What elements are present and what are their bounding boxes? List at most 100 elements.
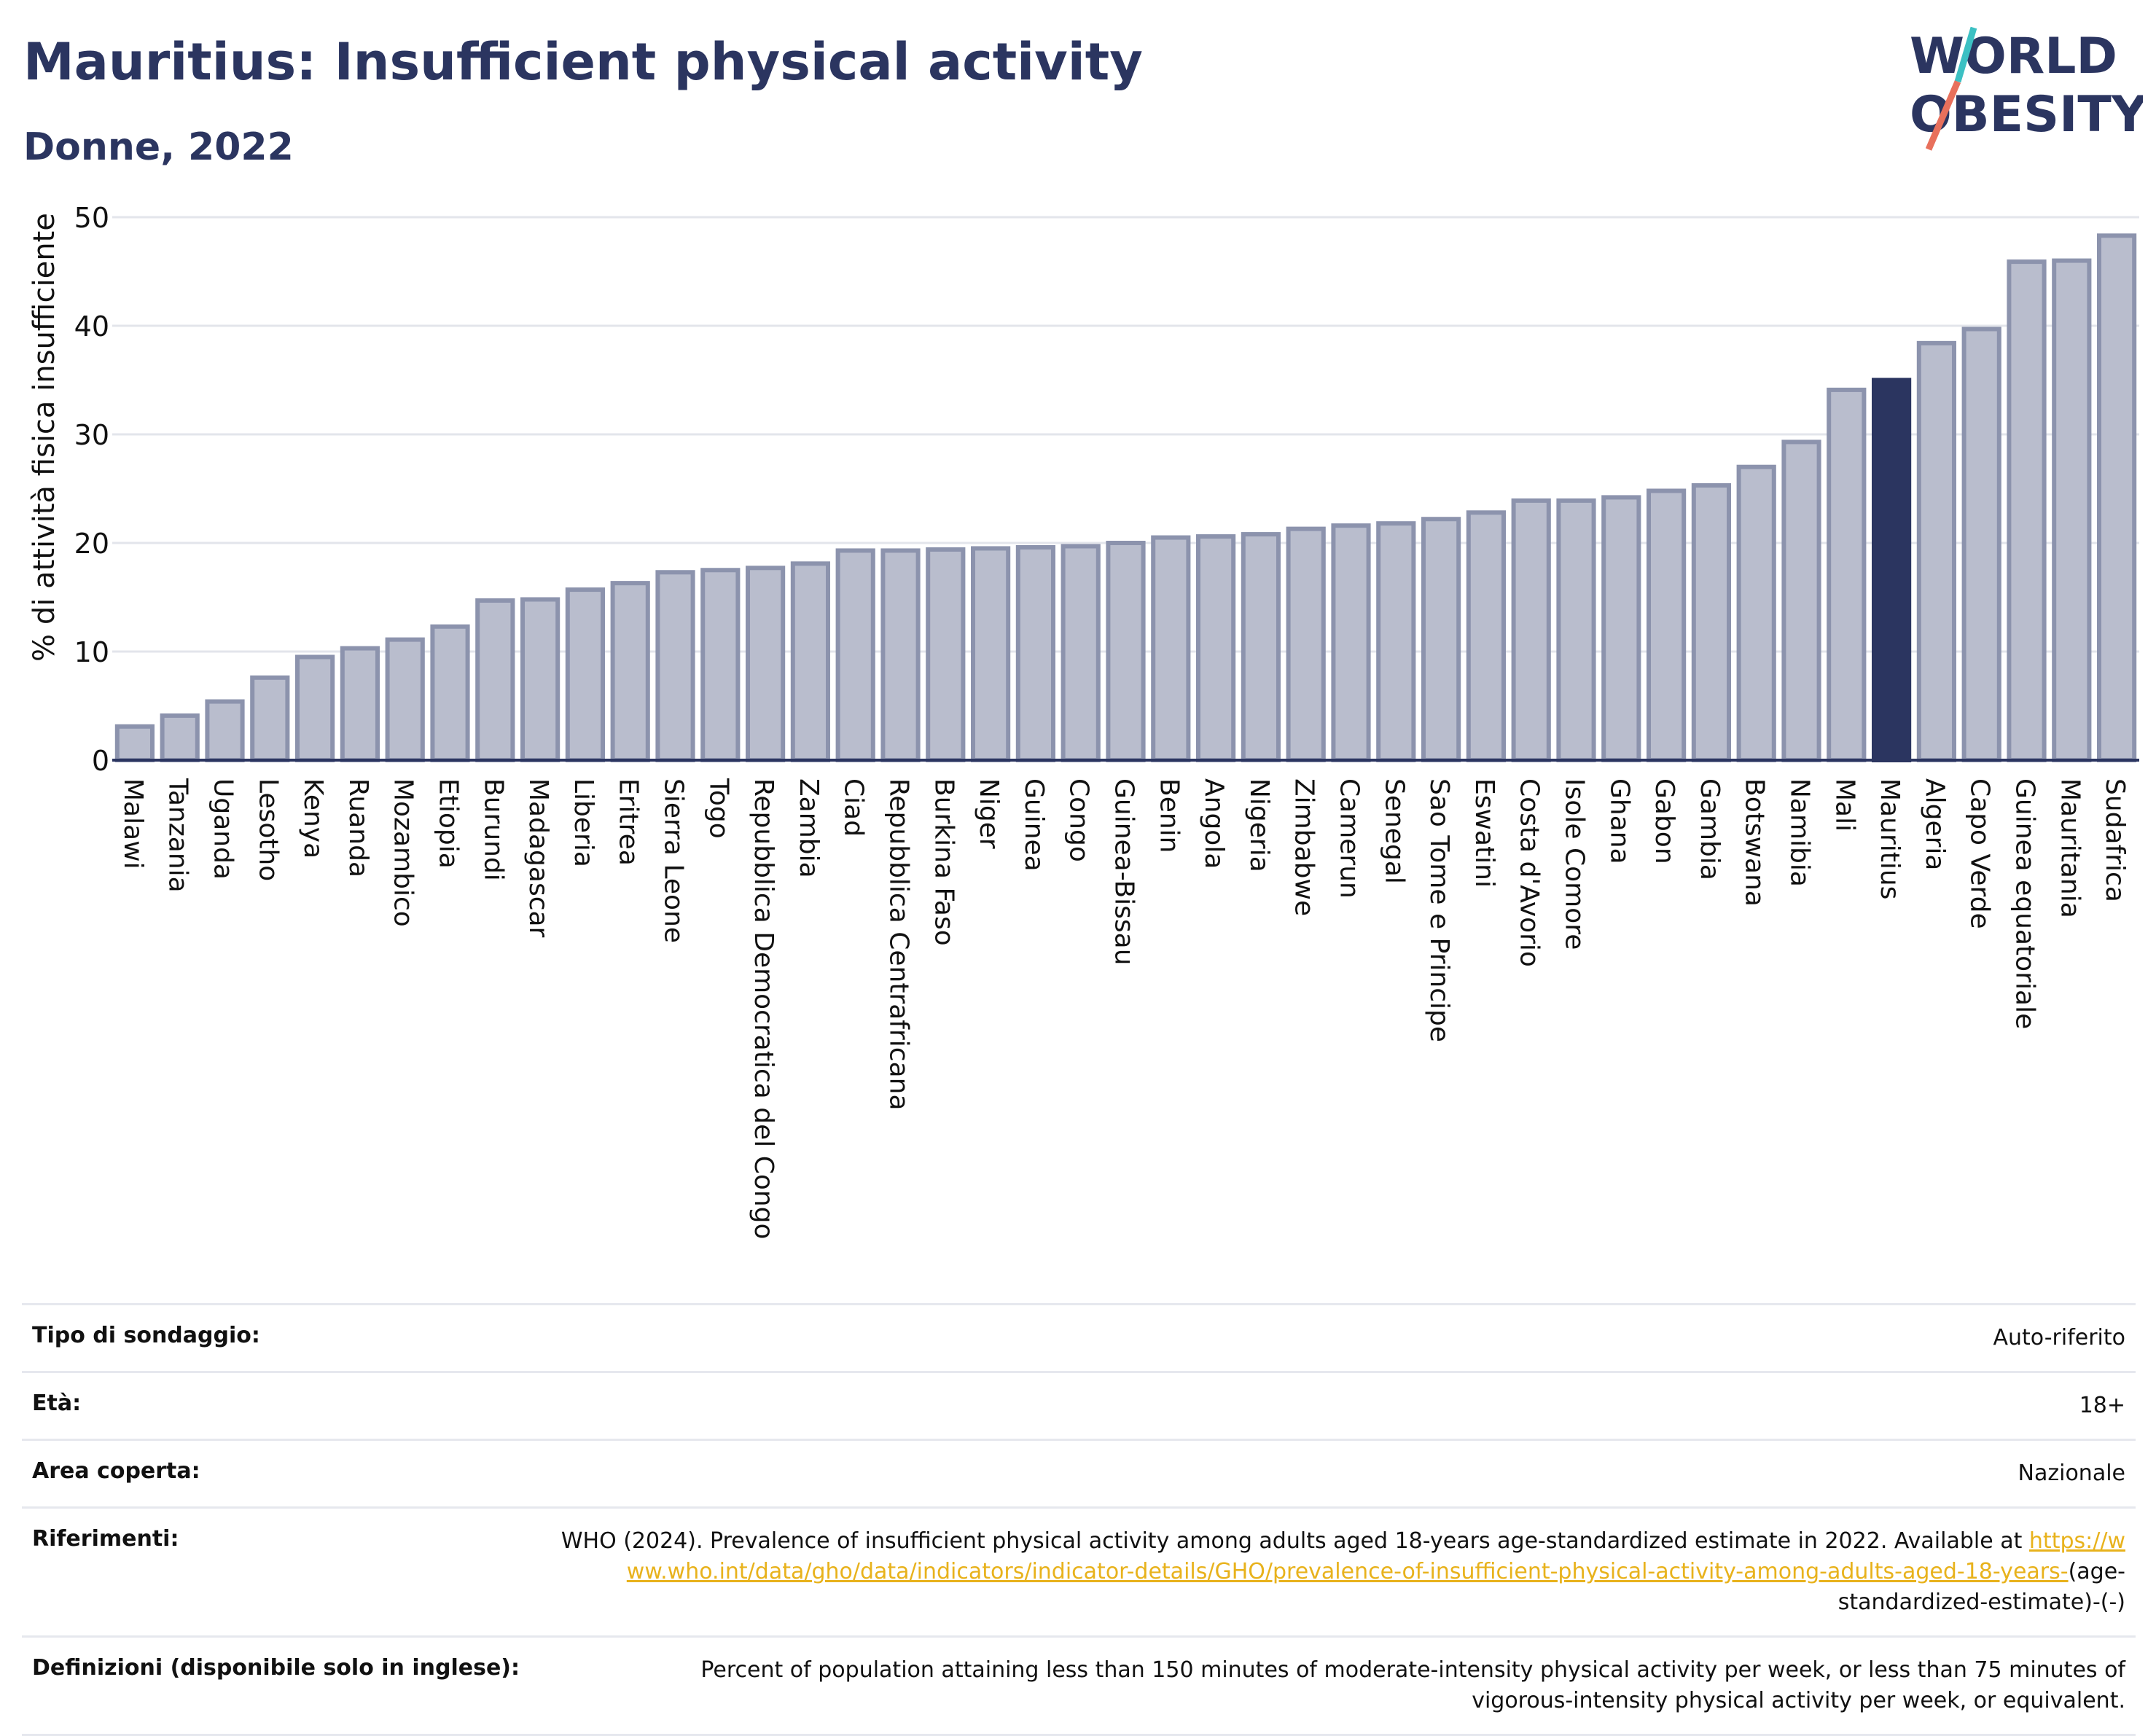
bar [1376,521,1416,762]
bar [610,581,650,762]
bar [250,675,290,763]
bar [385,637,425,762]
x-tick-label: Zimbabwe [1289,778,1319,916]
references-link[interactable]: https://www.who.int/data/gho/data/indica… [626,1528,2125,1584]
x-tick-label: Camerun [1335,778,1364,899]
survey-type-label: Tipo di sondaggio: [32,1323,260,1348]
x-tick-label: Angola [1199,778,1229,869]
x-tick-label: Niger [974,778,1004,849]
x-tick-label: Repubblica Centrafricana [884,778,914,1111]
x-tick-label: Kenya [298,778,328,859]
bar [1601,495,1641,762]
bar [565,587,606,762]
definitions-label: Definizioni (disponibile solo in inglese… [32,1655,520,1681]
y-tick-label: 10 [74,636,109,668]
y-axis: 0 10 20 30 40 50 [74,202,109,777]
x-tick-label: Namibia [1785,778,1815,887]
info-row-survey-type: Tipo di sondaggio: Auto-riferito [22,1303,2136,1371]
x-tick-label: Malawi [118,778,148,869]
y-tick-label: 20 [74,528,109,560]
bar [1691,483,1732,763]
bar [2052,258,2092,763]
x-tick-label: Mozambico [388,778,418,927]
bar [2096,233,2137,762]
bar [1736,464,1776,762]
bar [1195,534,1236,762]
x-tick-label: Burkina Faso [929,778,958,946]
logo-slash-coral [1925,80,1961,151]
bar [745,566,786,763]
bar [926,547,966,762]
bar [160,713,200,762]
bar-highlight [1871,378,1912,762]
references-text: WHO (2024). Prevalence of insufficient p… [561,1528,2023,1554]
bar [970,546,1011,762]
bar [1781,439,1821,762]
bar [1916,340,1957,762]
x-tick-label: Eswatini [1469,778,1499,888]
bar [1511,498,1551,762]
x-tick-label: Eritrea [614,778,644,866]
x-tick-label: Senegal [1379,778,1409,884]
x-tick-label: Etiopia [434,778,464,869]
x-tick-label: Botswana [1740,778,1770,907]
x-tick-label: Gambia [1695,778,1725,880]
x-tick-label: Madagascar [523,778,553,938]
x-tick-label: Ruanda [343,778,373,877]
logo-slash-teal [1954,26,1977,83]
x-axis-labels: Malawi Tanzania Uganda Lesotho Kenya Ruanda Mo… [118,778,2130,1240]
x-tick-label: Congo [1064,778,1094,862]
y-tick-label: 0 [92,745,109,777]
survey-type-value: Auto-riferito [1993,1325,2125,1350]
x-tick-label: Costa d'Avorio [1515,778,1544,967]
bar [1015,544,1056,763]
world-obesity-logo: WORLD OBESITY [1910,26,2143,151]
x-tick-label: Lesotho [253,778,283,881]
bar [700,568,741,762]
x-tick-label: Ghana [1604,778,1634,864]
bar [294,654,335,763]
bar [1466,510,1507,763]
x-tick-label: Repubblica Democratica del Congo [749,778,778,1240]
info-row-area: Area coperta: Nazionale [22,1439,2136,1506]
bar [1421,517,1461,762]
bar [1961,327,2001,763]
logo-text-world: WORLD [1910,28,2117,85]
x-tick-label: Tanzania [163,778,193,893]
info-row-age: Età: 18+ [22,1371,2136,1439]
x-tick-label: Mauritius [1875,778,1905,899]
bar [520,597,561,762]
chart-title: Mauritius: Insufficient physical activit… [23,32,1143,92]
bar [835,548,875,762]
x-tick-label: Liberia [569,778,598,867]
y-tick-label: 40 [74,310,109,343]
y-tick-label: 30 [74,419,109,451]
x-tick-label: Benin [1154,778,1184,853]
bar [1286,526,1326,762]
bar [880,548,921,762]
x-tick-label: Guinea equatoriale [2010,778,2040,1029]
x-tick-label: Mali [1829,778,1859,832]
bar [205,699,245,762]
area-value: Nazionale [2018,1461,2125,1486]
bar [1106,541,1146,762]
bar [2007,259,2047,762]
x-tick-label: Uganda [208,778,238,880]
x-tick-label: Algeria [1920,778,1950,871]
bar [475,598,515,762]
y-tick-label: 50 [74,202,109,234]
bar-chart: 0 10 20 30 40 50 Malawi Tanzania Uganda Lesotho K… [28,202,2139,1240]
bar [1646,488,1687,762]
info-row-definitions: Definizioni (disponibile solo in inglese… [22,1635,2136,1736]
x-tick-label: Sudafrica [2100,778,2130,902]
x-tick-label: Mauritania [2055,778,2085,918]
bar [655,570,695,762]
info-row-references: Riferimenti: WHO (2024). Prevalence of i… [22,1506,2136,1635]
area-label: Area coperta: [32,1458,200,1484]
x-tick-label: Sierra Leone [659,778,689,943]
bar [1061,544,1101,762]
y-axis-title: % di attività fisica insufficiente [28,213,61,662]
bar [1241,532,1281,763]
x-tick-label: Nigeria [1244,778,1274,872]
x-tick-label: Guinea-Bissau [1109,778,1139,966]
